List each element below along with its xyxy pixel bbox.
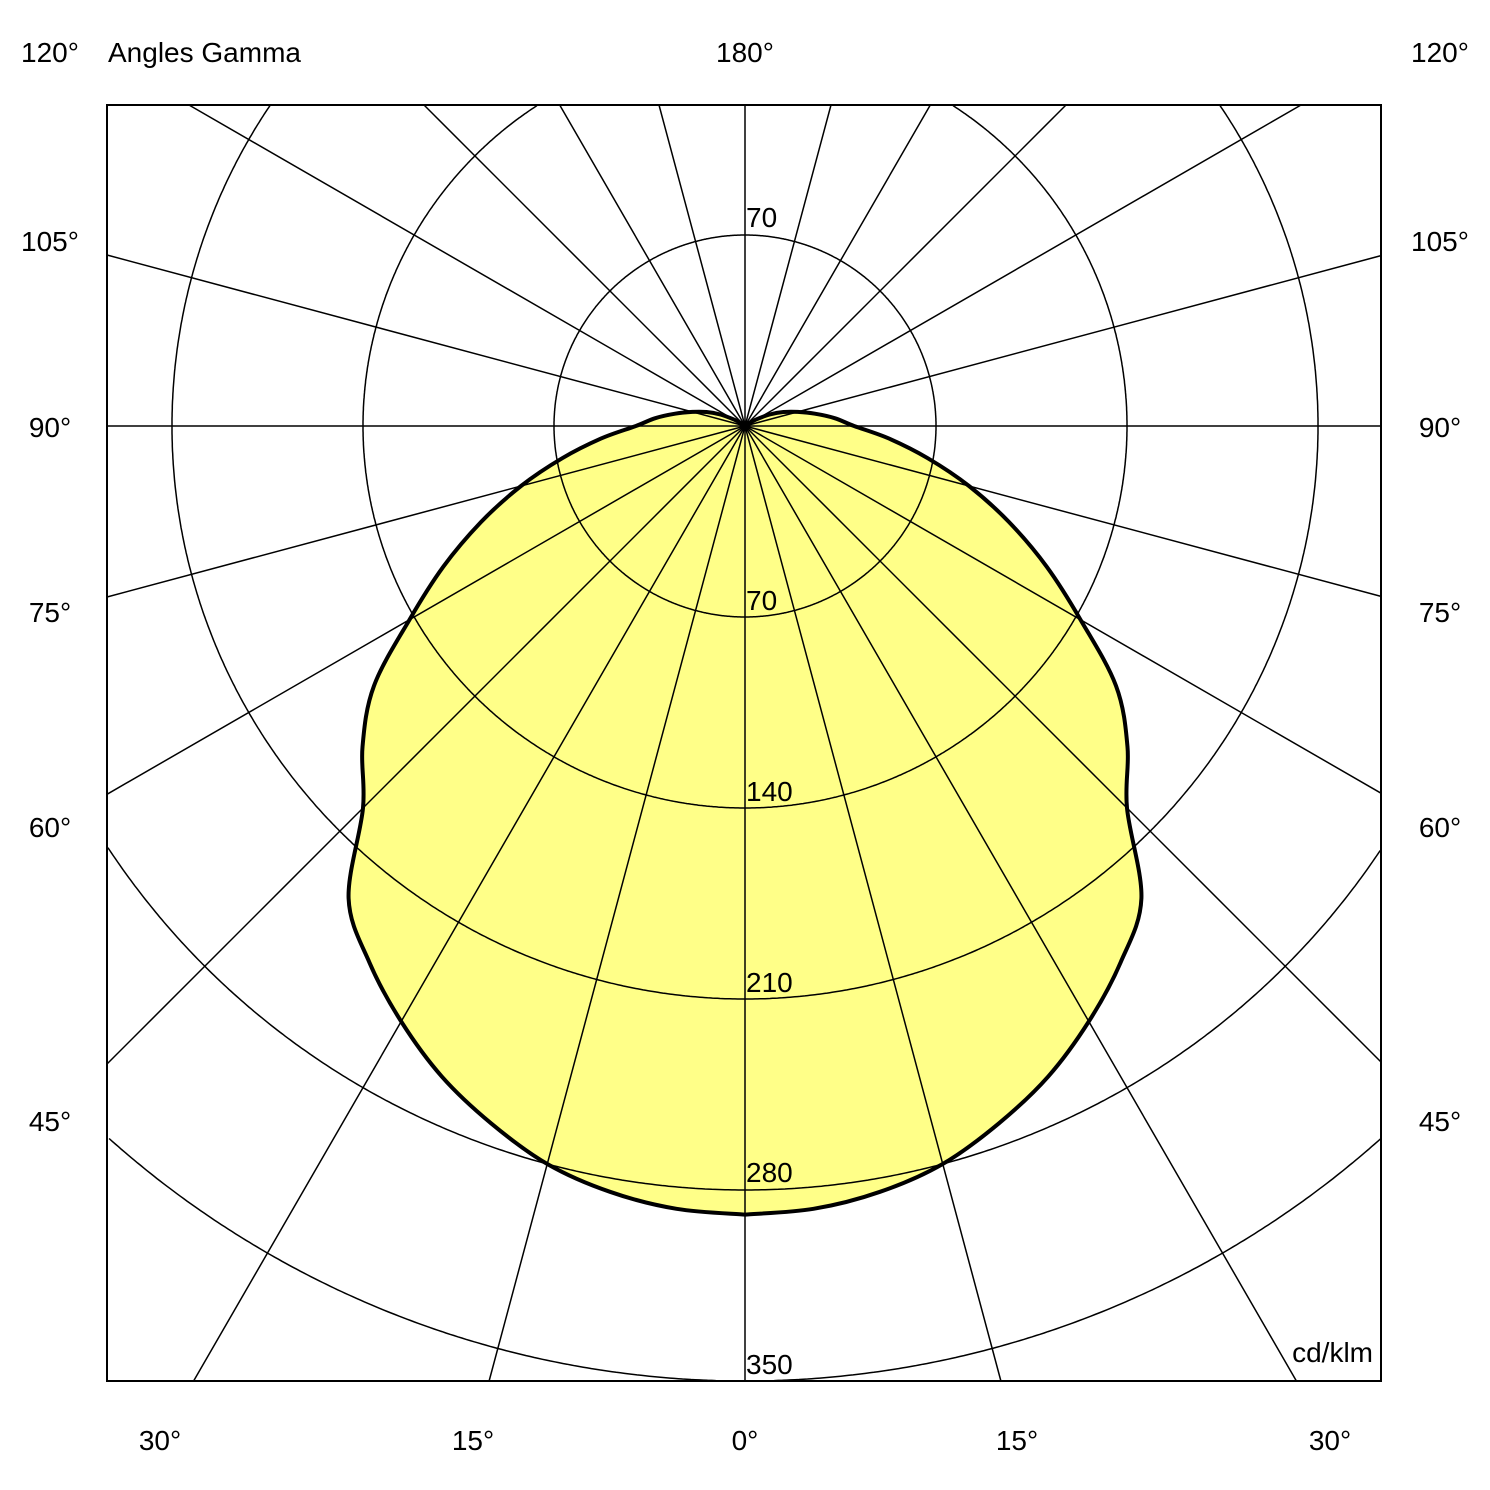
angle-label-bottom: 30° (139, 1425, 181, 1456)
intensity-curve (346, 409, 1144, 1217)
radial-tick-label: 140 (746, 776, 793, 807)
grid-radial-line (744, 425, 1382, 598)
angle-label-left: 60° (29, 812, 71, 843)
angle-label-left: 90° (29, 412, 71, 443)
grid-radial-line (744, 104, 832, 427)
grid-radial-line (744, 104, 931, 427)
grid-radial-line (559, 104, 746, 427)
chart-title: Angles Gamma (108, 37, 301, 68)
plot-frame (106, 104, 1382, 1382)
grid-ring (108, 1137, 1382, 1382)
angle-label-top-center: 180° (716, 37, 774, 68)
grid-ring (107, 847, 1381, 1191)
grid-radial-line (744, 425, 1002, 1382)
grid-radial-line (658, 104, 746, 427)
angle-label-bottom: 30° (1309, 1425, 1351, 1456)
angle-label-left: 45° (29, 1106, 71, 1137)
angle-label-top-left: 120° (21, 37, 79, 68)
unit-label: cd/klm (1292, 1337, 1373, 1368)
grid-radial-line (106, 425, 746, 795)
grid-radial-line (106, 425, 746, 598)
grid-radial-line (744, 425, 1298, 1382)
grid-radial-line (106, 425, 746, 1065)
top-ring-label: 70 (746, 202, 777, 233)
grid-radial-line (744, 425, 1382, 1063)
grid-radial-line (106, 254, 746, 427)
grid-ring (171, 105, 1319, 1000)
angle-label-bottom: 0° (732, 1425, 759, 1456)
grid-radial-line (188, 104, 746, 427)
radial-tick-label: 70 (746, 585, 777, 616)
angle-label-left: 75° (29, 597, 71, 628)
radial-tick-label: 280 (746, 1157, 793, 1188)
grid-radial-line (744, 104, 1067, 427)
angle-label-right: 90° (1419, 412, 1461, 443)
angle-label-left: 105° (21, 226, 79, 257)
angle-label-right: 75° (1419, 597, 1461, 628)
grid-ring (362, 104, 1128, 809)
angle-label-bottom: 15° (996, 1425, 1038, 1456)
grid-radial-line (744, 104, 1302, 427)
angle-label-right: 60° (1419, 812, 1461, 843)
grid-radial-line (744, 254, 1382, 427)
grid-radial-line (192, 425, 746, 1382)
grid-radial-line (744, 425, 1382, 794)
radial-tick-label: 350 (746, 1349, 793, 1380)
angle-label-bottom: 15° (452, 1425, 494, 1456)
radial-tick-label: 210 (746, 967, 793, 998)
grid-radial-line (423, 104, 746, 427)
angle-label-right: 45° (1419, 1106, 1461, 1137)
grid-radial-line (488, 425, 746, 1382)
angle-label-top-right: 120° (1411, 37, 1469, 68)
angle-label-right: 105° (1411, 226, 1469, 257)
